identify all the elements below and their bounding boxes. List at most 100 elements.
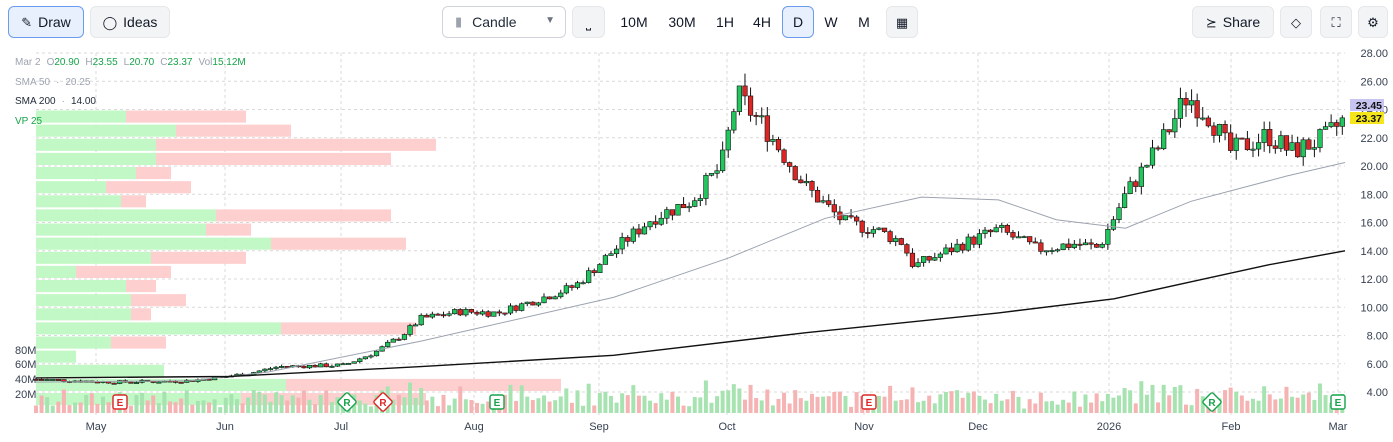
vp-bar-sell [156,152,391,165]
candle-up [725,129,731,151]
volume-bar [1290,396,1295,413]
volume-bar [603,391,608,413]
candle-up [686,206,692,209]
candle-up [340,363,346,366]
volume-bar [1306,392,1311,413]
chart-type-select[interactable]: ▮ Candle ▼ [442,6,566,38]
candle-up [647,221,653,228]
y-tick-label: 8.00 [1367,331,1388,343]
candle-up [368,355,374,358]
vp-bar-buy [36,223,206,236]
volume-bar [698,397,703,413]
candle-up [1138,166,1144,187]
candle-up [507,305,514,314]
vp-row[interactable]: VP 25 [15,112,246,132]
timeframe-w[interactable]: W [816,6,846,38]
volume-bar [234,399,239,413]
volume-bar [318,394,323,413]
volume-bar [262,394,267,413]
volume-bar [413,397,418,413]
y-tick-label: 20.00 [1360,161,1388,173]
draw-label: Draw [38,14,71,30]
candle-down [1166,129,1172,133]
candle-up [1049,250,1055,252]
volume-bar [1144,394,1149,413]
timeframe-m[interactable]: M [848,6,880,38]
volume-bar [1094,393,1099,413]
candle-down [1244,138,1251,151]
candle-up [613,248,620,255]
candle-up [976,233,983,245]
candle-up [50,379,56,381]
candle-up [452,309,458,315]
volume-bars [34,380,1345,413]
volume-bar [754,398,759,413]
volume-tick-label: 20M [15,389,36,401]
candle-down [569,285,575,288]
timeframe-1h[interactable]: 1H [708,6,742,38]
volume-bar [1089,402,1094,413]
candle-up [479,311,486,315]
sma50-row[interactable]: SMA 50 · 20.25 [15,73,246,93]
volume-bar [514,400,519,413]
settings-button[interactable]: ⚙ [1358,6,1388,38]
volume-bar [1167,395,1172,413]
high-label: H [85,57,93,68]
candle-down [396,338,402,341]
volume-bar [1234,391,1239,413]
draw-button[interactable]: ✎ Draw [8,6,84,38]
volume-bar [720,390,725,413]
candle-down [865,232,871,234]
volume-bar [435,406,440,413]
volume-bar [999,400,1004,413]
volume-bar [140,392,145,413]
event-marker-label: R [1208,398,1216,409]
candle-down [848,215,854,218]
x-tick-label: Nov [854,421,874,433]
candle-down [301,365,307,369]
timeframe-d[interactable]: D [782,6,814,38]
candle-up [351,361,357,364]
candle-up [1071,243,1077,248]
volume-bar [341,405,346,413]
volume-bar [536,398,541,413]
volume-bar [1245,400,1250,413]
volume-bar [815,396,820,413]
candle-up [1216,124,1223,136]
x-tick-label: Dec [968,421,988,433]
compare-button[interactable]: ⎵ [572,6,605,38]
timeframe-4h[interactable]: 4H [745,6,779,38]
volume-bar [458,386,463,413]
timeframe-10m[interactable]: 10M [612,6,656,38]
candle-up [999,224,1005,228]
candle-up [362,356,368,360]
event-marker-label: R [343,398,351,409]
volume-bar [39,395,44,413]
candle-up [714,170,720,174]
share-button[interactable]: ⪰ Share [1192,6,1274,38]
vp-bar-buy [36,124,176,137]
candle-up [334,363,341,367]
vp-bar-sell [176,124,291,137]
ideas-button[interactable]: ◯ Ideas [90,6,170,38]
toolbar: ✎ Draw ◯ Ideas ▮ Candle ▼ ⎵ 10M 30M 1H 4… [0,0,1393,44]
volume-bar [441,394,446,413]
premium-button[interactable]: ◇ [1280,6,1312,38]
candle-up [385,341,391,347]
candle-down [457,309,463,316]
fullscreen-button[interactable]: ⛶ [1320,6,1352,38]
sma200-row[interactable]: SMA 200 · 14.00 [15,92,246,112]
volume-bar [681,405,686,413]
volume-bar [447,405,452,413]
chart-legend: Mar 2 O20.90 H23.55 L20.70 C23.37 Vol15.… [15,53,246,131]
candle-up [463,309,469,316]
grid [36,52,1345,415]
timeframe-m-label: M [858,14,870,30]
volume-bar [424,400,429,413]
candle-up [1060,243,1066,250]
timeframe-30m[interactable]: 30M [660,6,704,38]
candle-up [574,282,581,288]
calendar-button[interactable]: ▦ [886,6,918,38]
